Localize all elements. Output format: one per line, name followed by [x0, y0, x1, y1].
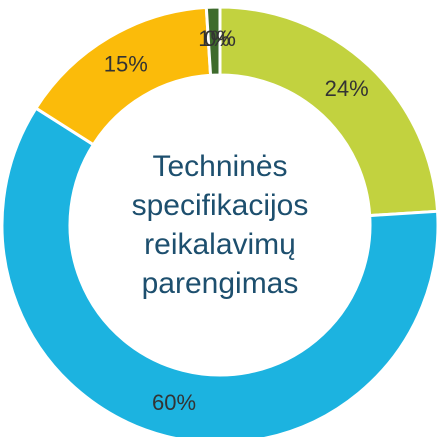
data-label: 15% — [104, 52, 148, 77]
donut-slice — [0, 106, 440, 437]
chart-title: Techninės specifikacijos reikalavimų par… — [131, 150, 309, 300]
data-label: 0% — [204, 26, 236, 51]
data-label: 24% — [325, 76, 369, 101]
data-label: 1% — [198, 26, 230, 51]
data-label: 60% — [152, 390, 196, 415]
